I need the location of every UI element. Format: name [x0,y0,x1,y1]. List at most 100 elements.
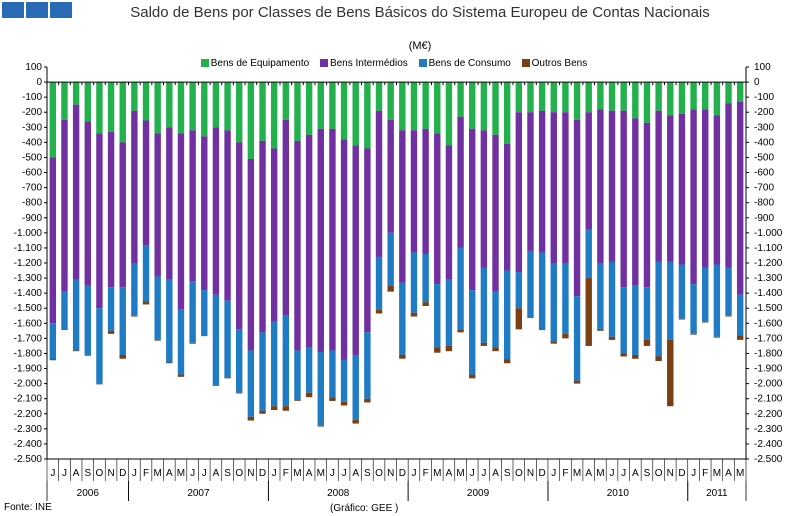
bar-bens-interm-dios [340,139,348,360]
x-month-label: O [235,468,243,479]
x-month-label: M [456,468,464,479]
y-tick-label-left: -1.300 [14,273,43,284]
bar-bens-de-equipamento [177,82,185,134]
bar-outros-bens [667,339,674,407]
bar-bens-interm-dios [736,101,744,295]
bar-bens-de-equipamento [131,82,138,111]
x-month-label: D [259,468,266,479]
legend-item-outros: Outros Bens [521,58,588,69]
bar-bens-de-equipamento [84,82,91,122]
bar-bens-de-equipamento [189,82,196,131]
x-month-label: M [713,468,721,479]
y-tick-label-right: -2.400 [754,439,783,450]
bar-bens-de-consumo [387,232,394,286]
x-month-label: M [596,468,604,479]
x-year-label: 2009 [467,488,490,499]
bar-bens-de-consumo [107,287,115,331]
y-tick-label-left: -1.900 [14,364,43,375]
bar-bens-de-consumo [678,264,686,319]
bar-bens-de-consumo [270,321,278,407]
bar-bens-de-consumo [247,350,255,417]
bar-bens-de-consumo [259,332,266,411]
y-tick-label-right: -600 [754,168,774,179]
bar-bens-interm-dios [678,113,686,265]
legend-label: Outros Bens [531,58,588,69]
bar-bens-de-consumo [422,253,429,303]
y-tick-label-left: -2.500 [14,454,43,465]
bar-outros-bens [713,336,721,338]
bar-outros-bens [573,380,581,384]
legend: Bens de Equipamento Bens Intermédios Ben… [0,58,788,69]
y-tick-label-left: -2.100 [14,394,43,405]
bar-bens-de-consumo [154,276,161,340]
bar-bens-de-consumo [61,291,68,330]
y-tick-label-right: -2.100 [754,394,783,405]
bar-bens-de-equipamento [270,82,278,149]
bar-bens-de-equipamento [480,82,488,131]
x-year-label: 2008 [327,488,350,499]
bar-bens-interm-dios [702,109,709,268]
bar-bens-de-consumo [702,267,709,322]
bar-outros-bens [177,374,185,377]
bar-bens-interm-dios [480,130,488,268]
bar-bens-interm-dios [189,130,196,282]
bar-bens-de-consumo [655,261,662,357]
bar-bens-de-equipamento [469,82,476,129]
bar-bens-interm-dios [667,115,674,262]
bar-bens-de-equipamento [550,82,557,113]
x-month-label: N [387,468,394,479]
bar-bens-de-equipamento [434,82,441,134]
y-tick-label-right: -1.900 [754,364,783,375]
bar-bens-de-consumo [632,285,639,355]
bar-bens-de-equipamento [573,82,581,120]
bar-bens-de-equipamento [492,82,499,135]
y-tick-label-right: -500 [754,152,774,163]
bar-bens-de-equipamento [201,82,208,137]
bar-bens-de-equipamento [107,82,115,132]
bar-bens-interm-dios [515,112,523,273]
bar-bens-de-consumo [119,287,126,355]
bar-outros-bens [597,329,604,331]
bar-bens-de-consumo [469,290,476,375]
y-tick-label-left: -1.800 [14,348,43,359]
bar-bens-de-equipamento [72,82,80,105]
y-tick-label-left: -1.200 [14,258,43,269]
bar-bens-interm-dios [107,131,115,288]
bar-bens-de-consumo [690,284,697,334]
bar-outros-bens [492,347,499,352]
y-tick-label-left: -2.300 [14,424,43,435]
x-month-label: A [306,468,313,479]
x-month-label: A [446,468,453,479]
x-month-label: M [736,468,744,479]
y-tick-label-left: -2.200 [14,409,43,420]
bar-outros-bens [422,302,429,306]
bar-outros-bens [608,336,616,340]
y-tick-label-right: -2.200 [754,409,783,420]
x-month-label: A [352,468,359,479]
y-tick-label-left: -1.600 [14,318,43,329]
y-tick-label-right: -400 [754,137,774,148]
bar-bens-interm-dios [212,127,220,295]
bar-outros-bens [305,392,313,398]
bar-bens-interm-dios [84,121,91,286]
bar-bens-de-consumo [142,245,150,302]
y-tick-label-right: -1.800 [754,348,783,359]
x-month-label: J [202,468,207,479]
bar-bens-de-consumo [480,267,488,343]
y-tick-label-left: -1.000 [14,228,43,239]
bar-bens-de-equipamento [620,82,627,111]
x-month-label: J [411,468,416,479]
y-tick-label-left: -300 [22,122,42,133]
logo [2,2,74,18]
x-month-label: D [678,468,685,479]
bar-bens-de-consumo [131,263,138,316]
bar-bens-interm-dios [434,133,441,285]
bar-bens-interm-dios [96,133,103,309]
bar-outros-bens [643,339,651,346]
bar-bens-interm-dios [608,110,616,262]
x-month-label: A [725,468,732,479]
bar-outros-bens [84,354,91,356]
bar-bens-de-consumo [399,282,406,355]
bar-bens-de-consumo [317,351,324,426]
